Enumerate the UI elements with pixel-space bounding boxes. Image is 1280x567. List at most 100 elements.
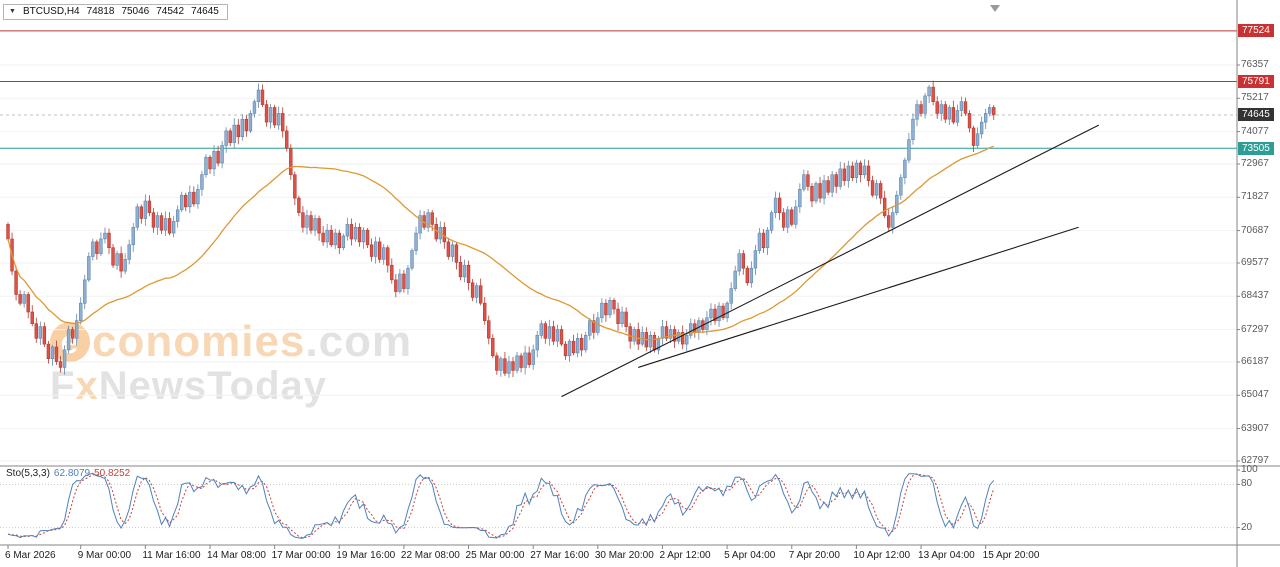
candle-body [192, 191, 196, 205]
candle-body [240, 118, 245, 137]
trendline-1[interactable] [561, 124, 1100, 398]
candle-body [54, 346, 59, 362]
candle-body [636, 329, 640, 345]
candle-body [264, 104, 269, 123]
watermark: economies.com FxNewsToday [50, 320, 412, 406]
candle-body [167, 218, 172, 234]
candle-body [483, 302, 487, 322]
candle-body [903, 159, 907, 178]
candle-body [272, 107, 277, 126]
candle-body [175, 209, 180, 222]
candle-body [709, 308, 713, 319]
candle-body [155, 215, 160, 228]
candle-body [891, 212, 895, 228]
candle-body [915, 104, 919, 120]
candle-body [224, 130, 228, 146]
candle-body [382, 247, 386, 260]
candle-body [143, 200, 148, 219]
candle-body [862, 165, 867, 176]
candle-body [470, 282, 475, 298]
candle-body [390, 264, 394, 281]
candle-body [426, 212, 430, 228]
candle-body [955, 110, 960, 123]
candle-body [58, 361, 63, 368]
candles-layer [6, 80, 996, 378]
candle-body [535, 334, 539, 351]
candle-body [115, 253, 119, 266]
candle-body [559, 329, 564, 345]
candle-body [446, 241, 451, 257]
candle-body [341, 235, 346, 248]
quote-high: 75046 [121, 6, 150, 17]
candle-body [208, 156, 212, 170]
candle-body [103, 232, 107, 240]
quote-close: 74645 [191, 6, 219, 17]
candle-body [943, 104, 947, 120]
candle-body [967, 113, 972, 129]
candle-body [527, 352, 531, 365]
candle-body [62, 349, 67, 368]
candle-body [386, 247, 390, 266]
candle-body [244, 118, 249, 132]
candle-body [543, 323, 548, 339]
candle-body [802, 174, 806, 190]
candle-body [450, 244, 455, 257]
candle-body [212, 151, 216, 170]
candle-body [971, 127, 976, 146]
candle-body [660, 326, 665, 339]
candle-body [668, 329, 673, 339]
candle-body [575, 337, 580, 354]
candle-body [46, 343, 51, 360]
candle-body [608, 299, 612, 316]
candle-body [882, 197, 887, 216]
candle-body [773, 197, 778, 214]
candle-body [858, 162, 863, 175]
indicator-name: Sto(5,3,3) [6, 468, 50, 479]
candle-body [418, 215, 422, 234]
candle-body [729, 288, 733, 304]
candle-body [171, 221, 176, 234]
candle-body [301, 212, 305, 228]
candle-body [406, 267, 410, 289]
level-lines-layer [0, 30, 1237, 149]
candle-body [979, 121, 984, 135]
candle-body [680, 332, 685, 345]
watermark-line2: FxNewsToday [50, 364, 328, 408]
candle-body [551, 326, 556, 342]
candle-body [713, 308, 717, 322]
chart-shift-marker-icon[interactable] [990, 5, 1000, 12]
candle-body [204, 156, 208, 175]
candle-body [454, 244, 459, 263]
candle-body [866, 165, 871, 181]
moving-average-line [7, 145, 995, 341]
candle-body [462, 264, 467, 278]
candle-body [648, 334, 653, 348]
candle-body [907, 139, 911, 161]
grid-layer [0, 64, 1237, 462]
candle-body [228, 130, 232, 143]
candle-body [42, 326, 47, 345]
candle-body [309, 215, 313, 231]
candle-body [281, 113, 285, 132]
candle-body [414, 232, 418, 251]
candle-body [478, 285, 483, 304]
candle-body [834, 174, 838, 187]
indicator-d-value: 50.8252 [94, 468, 131, 479]
symbol-title: BTCUSD,H4 [22, 6, 80, 17]
candle-body [91, 241, 95, 257]
symbol-dropdown-icon[interactable]: ▼ [9, 8, 16, 15]
candle-body [123, 259, 127, 272]
candle-body [317, 218, 321, 234]
stochastic-main-line [7, 472, 995, 539]
trendline-2[interactable] [638, 226, 1079, 368]
candle-body [547, 326, 552, 339]
quote-low: 74542 [156, 6, 185, 17]
candle-body [474, 285, 479, 298]
candle-body [337, 232, 341, 249]
candle-body [107, 232, 111, 249]
candle-body [733, 270, 737, 289]
symbol-info-box: ▼ BTCUSD,H4 74818 75046 74542 74645 [3, 4, 228, 20]
candle-body [846, 165, 851, 181]
candle-body [786, 209, 790, 228]
